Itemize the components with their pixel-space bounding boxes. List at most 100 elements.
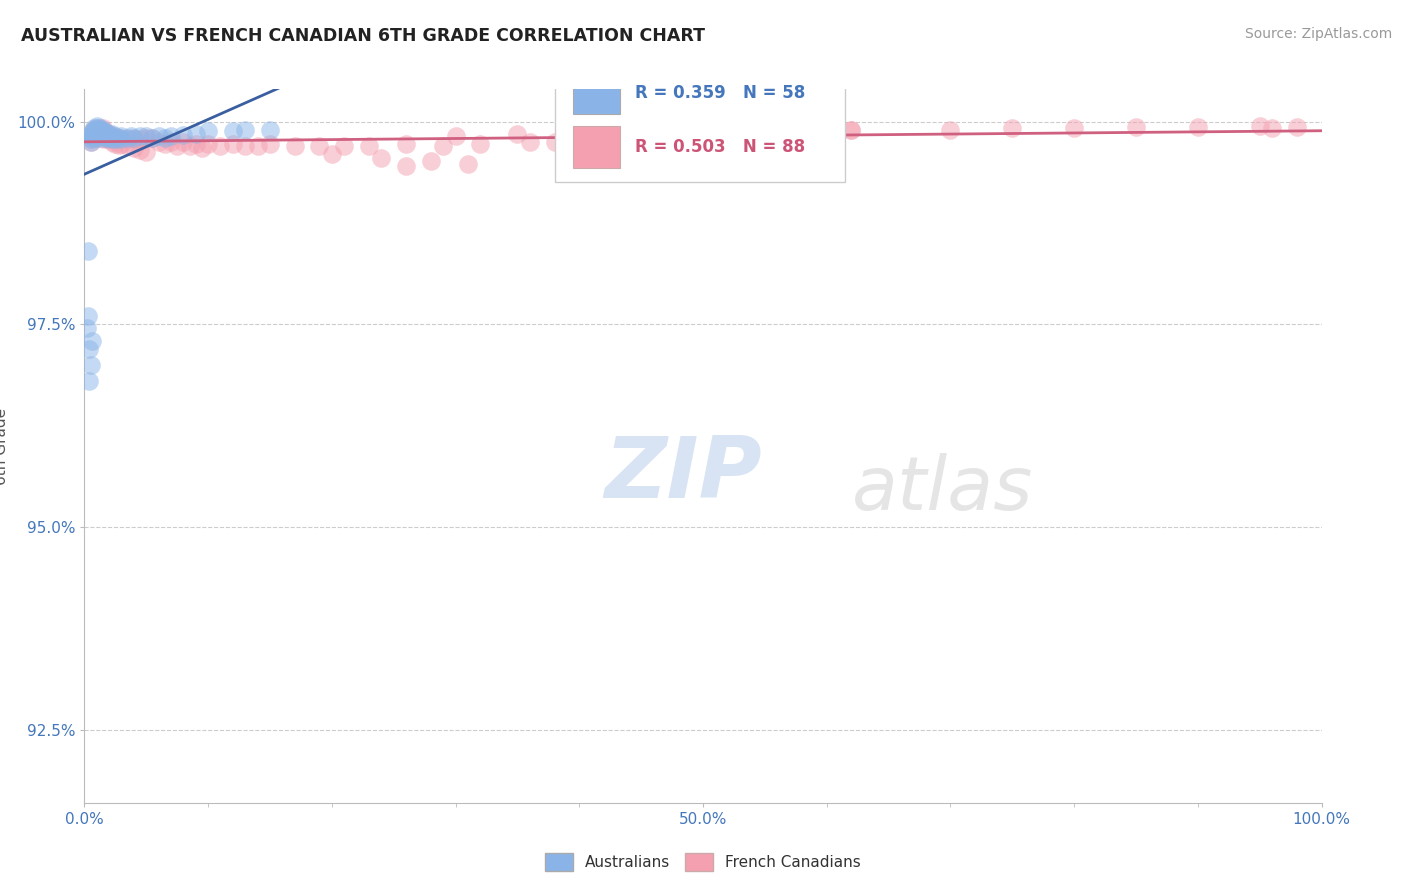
Point <box>79 135 101 149</box>
Point <box>79 132 101 146</box>
Point <box>108 132 131 146</box>
Point <box>179 139 201 153</box>
Point <box>419 153 441 168</box>
Point <box>166 139 188 153</box>
Point <box>100 129 122 144</box>
Point <box>160 135 183 149</box>
Point <box>100 127 122 141</box>
Point <box>543 135 565 149</box>
Point <box>741 124 763 138</box>
Point <box>259 122 281 136</box>
Point <box>643 135 665 149</box>
Point <box>79 342 101 356</box>
Point <box>110 137 132 152</box>
Point <box>83 122 105 136</box>
Legend: Australians, French Canadians: Australians, French Canadians <box>538 847 868 877</box>
Point <box>76 321 98 335</box>
Point <box>593 132 616 146</box>
Point <box>184 127 207 141</box>
Point <box>96 127 118 141</box>
Point <box>93 124 115 138</box>
Text: R = 0.503   N = 88: R = 0.503 N = 88 <box>636 138 806 156</box>
Point <box>86 131 108 145</box>
Point <box>1063 121 1085 136</box>
Point <box>122 132 145 146</box>
Point <box>98 127 121 141</box>
Point <box>222 137 245 152</box>
Point <box>86 119 108 133</box>
Point <box>77 310 100 324</box>
Point <box>80 334 103 348</box>
Point <box>160 129 183 144</box>
Point <box>395 159 418 173</box>
FancyBboxPatch shape <box>574 127 620 168</box>
Point <box>100 132 122 146</box>
Point <box>444 129 467 144</box>
Point <box>96 132 118 146</box>
Point <box>91 121 114 136</box>
Point <box>141 131 163 145</box>
Point <box>89 127 111 141</box>
Point <box>284 139 307 153</box>
Point <box>91 127 114 141</box>
Point <box>197 137 219 152</box>
Point <box>108 138 131 153</box>
Point <box>91 127 114 141</box>
Point <box>666 124 689 138</box>
Point <box>77 244 100 259</box>
Point <box>432 139 454 153</box>
Point <box>86 121 108 136</box>
Point <box>153 137 176 152</box>
Point <box>89 129 111 144</box>
Point <box>79 129 101 144</box>
Point <box>79 374 101 388</box>
Y-axis label: 6th Grade: 6th Grade <box>0 408 8 484</box>
Point <box>129 129 152 144</box>
Point <box>86 121 108 136</box>
Point <box>110 131 132 145</box>
Point <box>104 129 127 144</box>
Text: atlas: atlas <box>852 453 1033 524</box>
Point <box>96 127 118 141</box>
Point <box>135 131 157 145</box>
Point <box>1001 121 1024 136</box>
Point <box>110 129 132 144</box>
Point <box>209 139 232 153</box>
Point <box>470 137 492 152</box>
Point <box>108 131 131 145</box>
Point <box>86 127 108 141</box>
Point <box>117 131 139 145</box>
Point <box>90 124 112 138</box>
Point <box>86 124 108 138</box>
Point <box>104 131 127 145</box>
Point <box>841 122 863 136</box>
Point <box>259 137 281 152</box>
Point <box>79 127 101 141</box>
Point <box>89 128 111 142</box>
Point <box>120 129 142 144</box>
Text: Source: ZipAtlas.com: Source: ZipAtlas.com <box>1244 27 1392 41</box>
Point <box>129 143 152 157</box>
Point <box>457 157 479 171</box>
Point <box>82 129 104 144</box>
Point <box>91 132 114 146</box>
Point <box>395 137 418 152</box>
Point <box>333 139 356 153</box>
Point <box>779 124 801 138</box>
Point <box>100 135 122 149</box>
Text: AUSTRALIAN VS FRENCH CANADIAN 6TH GRADE CORRELATION CHART: AUSTRALIAN VS FRENCH CANADIAN 6TH GRADE … <box>21 27 704 45</box>
Point <box>83 128 105 143</box>
Point <box>98 131 121 145</box>
Point <box>82 127 104 141</box>
Point <box>197 124 219 138</box>
Point <box>129 132 152 146</box>
Point <box>83 128 105 142</box>
Point <box>1125 120 1147 135</box>
Point <box>568 129 591 144</box>
Point <box>122 131 145 145</box>
Point <box>89 122 111 136</box>
Point <box>96 131 118 145</box>
Point <box>117 132 139 146</box>
Point <box>357 139 380 153</box>
Point <box>104 132 127 146</box>
